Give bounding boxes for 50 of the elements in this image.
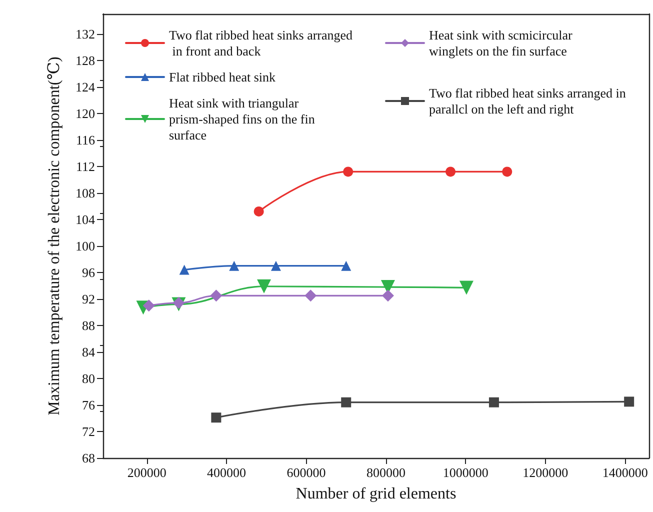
point <box>341 397 352 408</box>
legend-label: Heat sink with scmicircular winglets on the fin surface <box>429 28 576 58</box>
point <box>446 166 456 177</box>
x-tick-label: 400000 <box>207 465 246 480</box>
y-tick-label: 116 <box>76 132 96 148</box>
point <box>142 300 155 312</box>
point <box>304 290 317 302</box>
y-tick-label: 132 <box>76 26 95 42</box>
point <box>459 280 474 295</box>
x-tick-label: 1000000 <box>442 465 488 480</box>
point <box>624 396 634 407</box>
legend-label: Two flat ribbed heat sinks arranged in front and back <box>169 28 354 58</box>
y-tick-label: 108 <box>76 185 95 200</box>
x-tick-label: 1200000 <box>522 465 568 480</box>
y-tick-label: 84 <box>82 344 96 360</box>
y-tick-label: 72 <box>82 424 95 439</box>
y-tick-label: 120 <box>76 106 95 121</box>
point <box>488 397 499 408</box>
point <box>172 296 185 309</box>
point <box>229 260 240 271</box>
legend-label: Heat sink with triangular prism-shaped fins on the fin surface <box>169 96 318 142</box>
point <box>211 412 222 423</box>
point <box>502 166 512 177</box>
y-tick-label: 88 <box>82 318 95 333</box>
y-tick-label: 128 <box>76 52 95 68</box>
y-tick-label: 104 <box>76 212 96 227</box>
point <box>254 206 264 216</box>
point <box>179 264 190 275</box>
y-tick-label: 112 <box>76 158 95 174</box>
point <box>210 290 222 302</box>
y-tick-label: 96 <box>82 264 96 280</box>
x-tick-label: 200000 <box>127 465 166 480</box>
x-axis-title: Number of grid elements <box>296 486 456 502</box>
y-tick-label: 80 <box>82 370 95 386</box>
y-tick-label: 92 <box>82 291 95 306</box>
y-axis-title: Maximum temperature of the electronic component(℃) <box>46 56 64 416</box>
legend-label: Flat ribbed heat sink <box>169 70 276 84</box>
point <box>343 166 354 177</box>
point <box>382 290 394 302</box>
y-tick-label: 100 <box>76 238 95 254</box>
x-tick-label: 600000 <box>286 465 326 480</box>
y-tick-label: 124 <box>76 79 96 94</box>
y-tick-label: 68 <box>82 450 95 466</box>
x-tick-label: 1400000 <box>602 465 648 480</box>
x-tick-label: 800000 <box>366 465 406 480</box>
y-tick-label: 76 <box>82 397 96 412</box>
point <box>257 279 272 294</box>
legend-label: Two flat ribbed heat sinks arranged in parallcl on the left and right <box>429 86 630 116</box>
point <box>270 260 281 271</box>
point <box>341 260 352 271</box>
